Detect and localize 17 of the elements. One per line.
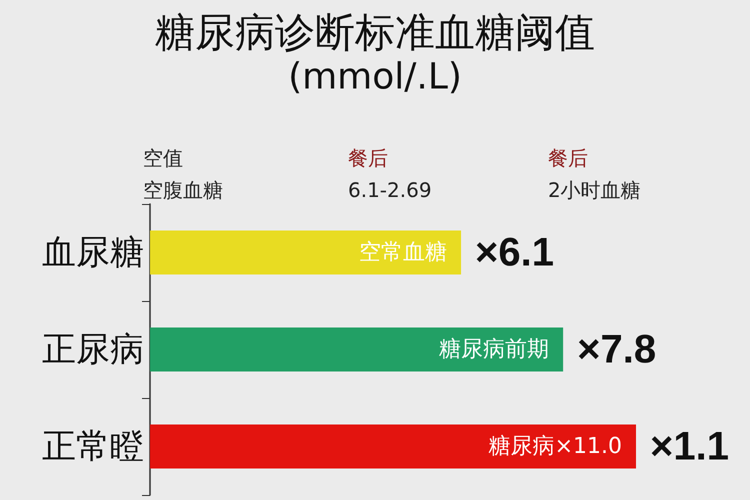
annotation: 空常血糖 [359,240,448,265]
annotation: 糖尿病×11.0 [488,434,622,459]
annotation: ×6.1 [475,230,554,274]
annotation: 糖尿病前期 [439,337,550,362]
chart-title: 糖尿病诊断标准血糖阈值 [155,10,595,56]
y-tick-label: 正尿病 [42,330,144,370]
text: 空值 [143,146,183,170]
annotation: ×7.8 [577,328,656,372]
text: 空腹血糖 [143,178,223,202]
y-tick-label: 血尿糖 [42,232,144,272]
y-tick-label: 正常瞪 [42,426,144,466]
text: 餐后 [348,146,388,170]
text: 6.1-2.69 [348,178,432,202]
chart-subtitle: (mmol/.L) [288,56,462,98]
text: 2小时血糖 [548,178,641,202]
text: 餐后 [548,146,588,170]
text: ×1.1 [650,424,729,468]
